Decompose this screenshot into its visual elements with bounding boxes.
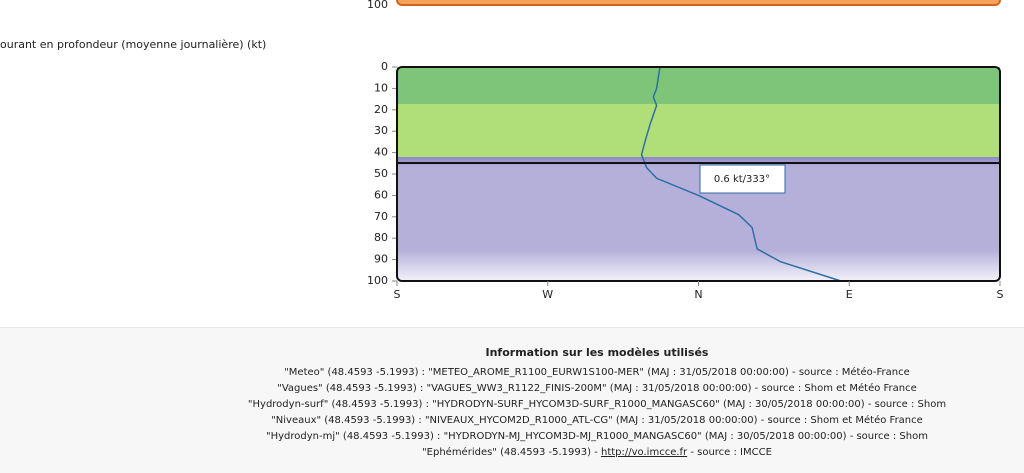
y-tick-label: 0 — [381, 60, 388, 73]
y-tick-label: 20 — [374, 103, 388, 116]
info-line: "Meteo" (48.4593 -5.1993) : "METEO_AROME… — [284, 367, 910, 378]
y-tick-label: 30 — [374, 124, 388, 137]
info-line: "Vagues" (48.4593 -5.1993) : "VAGUES_WW3… — [277, 383, 917, 394]
y-tick-label: 10 — [374, 81, 388, 94]
text: "Ephémérides" (48.4593 -5.1993) - — [422, 447, 601, 458]
x-tick-label: W — [542, 288, 553, 301]
x-tick-label: S — [997, 288, 1004, 301]
text: - source : IMCCE — [687, 447, 772, 458]
tooltip-text: 0.6 kt/333° — [714, 174, 770, 185]
info-line: "Hydrodyn-surf" (48.4593 -5.1993) : "HYD… — [247, 399, 947, 410]
x-tick-label: N — [694, 288, 702, 301]
previous-chart-plot — [396, 0, 1001, 6]
band — [397, 67, 1000, 104]
models-info: Information sur les modèles utilisés "Me… — [0, 327, 1024, 473]
y-tick-label: 70 — [374, 210, 388, 223]
x-tick-label: S — [394, 288, 401, 301]
y-tick-label: 80 — [374, 231, 388, 244]
info-title: Information sur les modèles utilisés — [485, 346, 709, 359]
band — [397, 104, 1000, 157]
info-line: "Hydrodyn-mj" (48.4593 -5.1993) : "HYDRO… — [266, 431, 928, 442]
y-tick-label: 100 — [367, 0, 388, 11]
y-tick-label: 90 — [374, 253, 388, 266]
band — [397, 157, 1000, 281]
line — [640, 66, 842, 282]
link[interactable]: http://vo.imcce.fr — [601, 447, 688, 458]
y-tick-label: 60 — [374, 188, 388, 201]
y-tick-label: 100 — [367, 274, 388, 287]
y-tick-label: 50 — [374, 167, 388, 180]
chart-title: ourant en profondeur (moyenne journalièr… — [0, 38, 266, 51]
info-line: "Ephémérides" (48.4593 -5.1993) - http:/… — [170, 445, 1024, 461]
info-line: "Niveaux" (48.4593 -5.1993) : "NIVEAUX_H… — [271, 415, 923, 426]
tooltip — [699, 164, 786, 194]
y-tick-label: 40 — [374, 146, 388, 159]
chart: 100 ourant en profondeur (moyenne journa… — [0, 0, 1004, 301]
x-tick-label: E — [846, 288, 853, 301]
